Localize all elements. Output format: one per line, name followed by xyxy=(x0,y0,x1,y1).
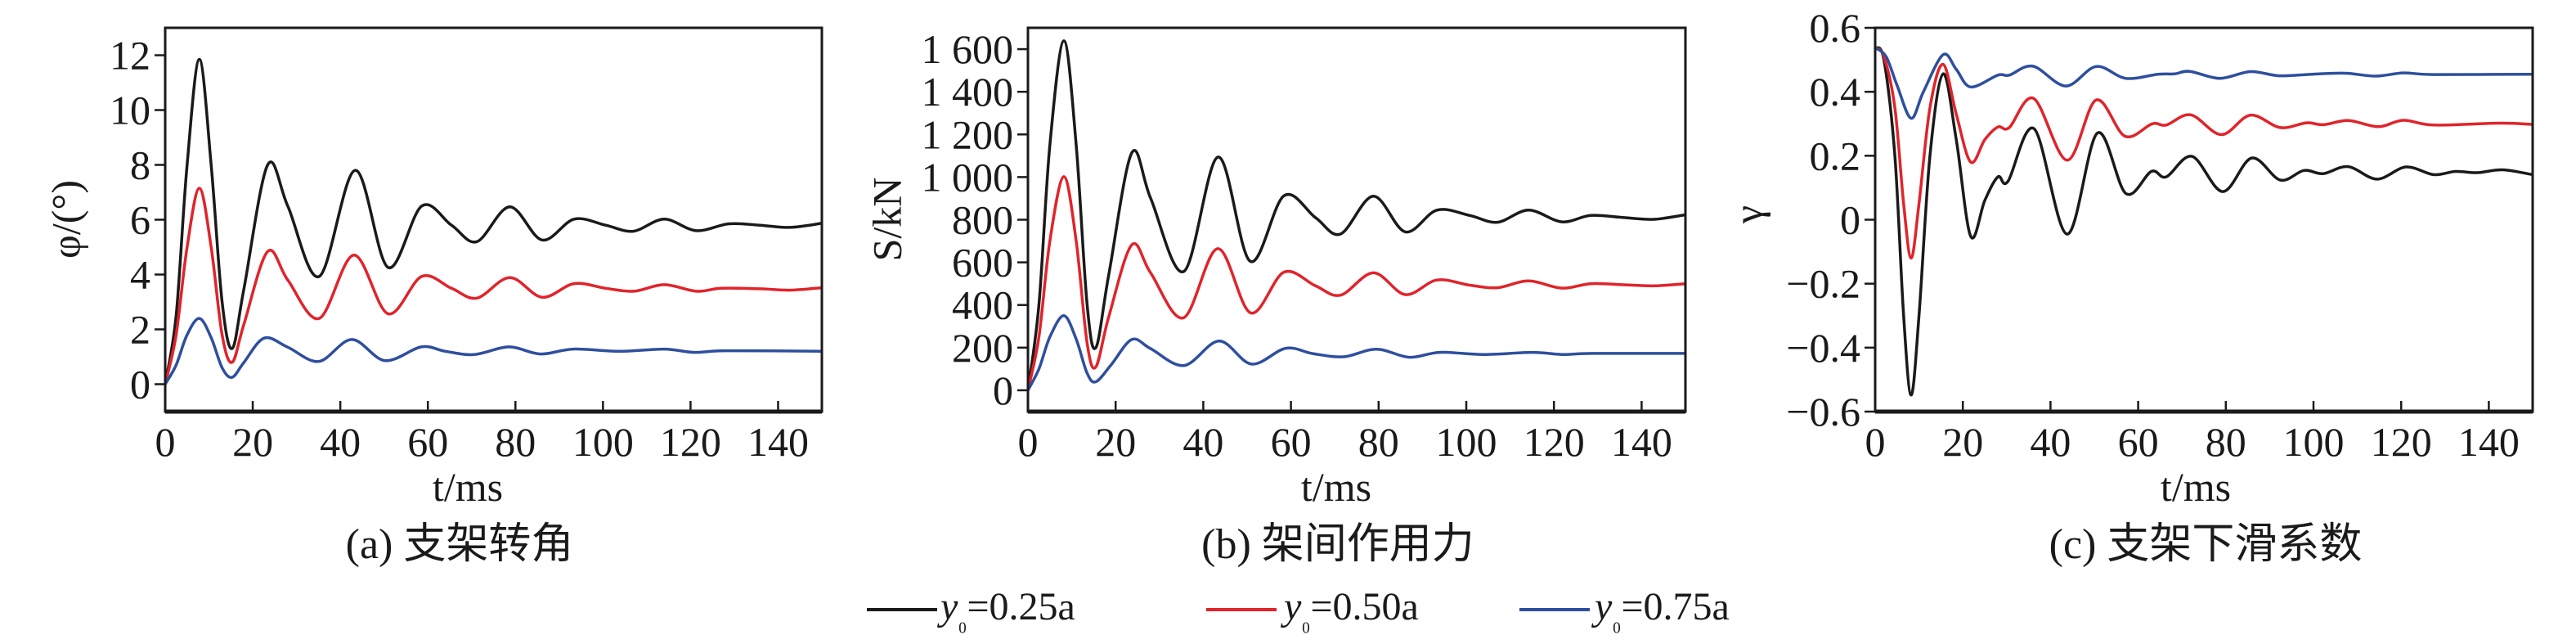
series-line-3 xyxy=(1028,314,1685,391)
series-line-3 xyxy=(1875,46,2533,120)
legend-label: y₀=0.75a xyxy=(1591,585,1730,633)
y-axis-label: φ/(°) xyxy=(43,180,88,259)
x-tick-label: 20 xyxy=(232,419,273,465)
y-tick-label: 0 xyxy=(130,362,150,408)
y-tick-label: 10 xyxy=(110,88,150,133)
y-tick-label: 600 xyxy=(952,240,1013,286)
x-tick-label: 40 xyxy=(320,419,361,465)
y-tick-label: 4 xyxy=(130,252,150,298)
y-tick-label: −0.4 xyxy=(1786,325,1860,371)
y-tick-label: 6 xyxy=(130,197,150,243)
x-tick-label: 80 xyxy=(1358,419,1399,465)
y-axis-label: γ xyxy=(1725,205,1770,224)
x-tick-label: 120 xyxy=(1524,419,1585,465)
x-axis-label: t/ms xyxy=(433,464,503,510)
y-tick-label: 1 400 xyxy=(922,69,1014,115)
legend-label: y₀=0.25a xyxy=(936,585,1075,633)
y-tick-label: 1 200 xyxy=(922,111,1014,157)
x-tick-label: 100 xyxy=(2283,419,2345,465)
x-tick-label: 40 xyxy=(1183,419,1223,465)
x-tick-label: 140 xyxy=(1611,419,1672,465)
x-tick-label: 140 xyxy=(2458,419,2520,465)
y-tick-label: 0.2 xyxy=(1810,133,1861,178)
x-tick-label: 0 xyxy=(1018,419,1039,465)
y-tick-label: 200 xyxy=(952,325,1013,371)
y-tick-label: −0.2 xyxy=(1786,261,1860,307)
y-tick-label: 2 xyxy=(130,307,150,353)
x-tick-label: 140 xyxy=(747,419,809,465)
y-tick-label: 0 xyxy=(993,367,1013,413)
series-line-1 xyxy=(1875,46,2533,397)
y-tick-label: 800 xyxy=(952,197,1013,243)
x-tick-label: 80 xyxy=(2206,419,2246,465)
panel-caption: (a) 支架转角 xyxy=(346,521,574,568)
panel-caption: (b) 架间作用力 xyxy=(1201,521,1474,568)
panel-a: 0 20 40 60 80 100 120 140 0 2 4 6 8 10 12 t/ms φ/(°) (a) … xyxy=(43,26,824,568)
x-tick-label: 60 xyxy=(1271,419,1312,465)
legend: y₀=0.25a y₀=0.50a y₀=0.75a xyxy=(867,585,1730,633)
y-tick-label: −0.6 xyxy=(1786,389,1860,435)
x-tick-label: 80 xyxy=(495,419,536,465)
panel-c: 0 20 40 60 80 100 120 140 −0.6 −0.4 −0.2 0 0.2 0.4 0.6… xyxy=(1725,5,2534,568)
series-line-2 xyxy=(1028,175,1685,391)
y-tick-label: 0.6 xyxy=(1810,5,1861,51)
series-line-2 xyxy=(1875,46,2533,260)
y-tick-label: 1 600 xyxy=(922,26,1014,72)
series-line-2 xyxy=(165,187,822,385)
panel-caption: (c) 支架下滑系数 xyxy=(2049,521,2363,568)
x-tick-label: 100 xyxy=(572,419,634,465)
legend-label: y₀=0.50a xyxy=(1280,585,1419,633)
y-tick-label: 1 000 xyxy=(922,154,1014,200)
x-tick-label: 0 xyxy=(1865,419,1886,465)
x-tick-label: 20 xyxy=(1942,419,1983,465)
y-tick-label: 8 xyxy=(130,142,150,188)
legend-item-3: y₀=0.75a xyxy=(1519,585,1730,633)
plot-frame xyxy=(164,26,824,413)
series-line-1 xyxy=(1028,39,1685,391)
y-tick-label: 12 xyxy=(110,33,150,79)
legend-item-1: y₀=0.25a xyxy=(867,585,1075,633)
x-tick-label: 100 xyxy=(1436,419,1497,465)
y-tick-label: 0 xyxy=(1840,197,1860,243)
x-tick-label: 120 xyxy=(660,419,721,465)
x-tick-label: 120 xyxy=(2371,419,2432,465)
legend-item-2: y₀=0.50a xyxy=(1206,585,1419,633)
x-axis-label: t/ms xyxy=(2161,464,2231,510)
x-tick-label: 60 xyxy=(2118,419,2159,465)
x-axis-label: t/ms xyxy=(1301,464,1371,510)
x-tick-label: 20 xyxy=(1095,419,1136,465)
x-tick-label: 40 xyxy=(2030,419,2071,465)
y-tick-label: 0.4 xyxy=(1810,69,1861,115)
y-axis-label: S/kN xyxy=(864,178,909,262)
x-tick-label: 0 xyxy=(155,419,176,465)
series-line-1 xyxy=(165,57,822,385)
y-tick-label: 400 xyxy=(952,282,1013,328)
series-line-3 xyxy=(165,317,822,385)
x-tick-label: 60 xyxy=(407,419,448,465)
